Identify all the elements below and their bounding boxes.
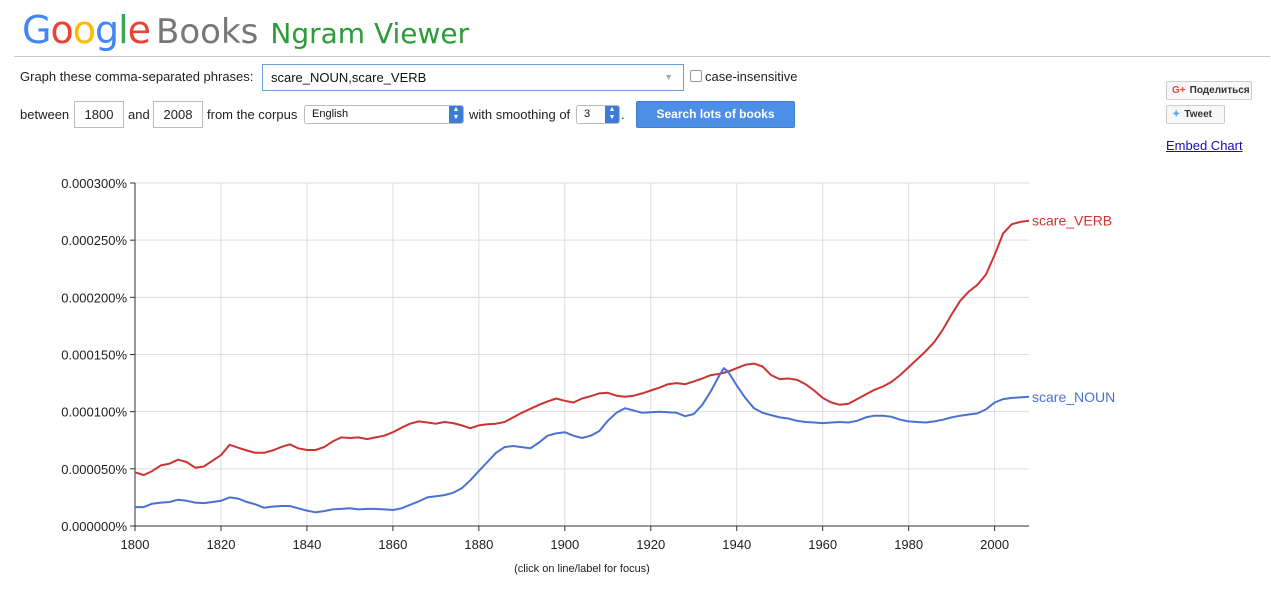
x-tick-label: 2000: [980, 537, 1009, 552]
corpus-select[interactable]: English ▲ ▼: [304, 105, 464, 124]
dropdown-arrow-icon[interactable]: ▼: [664, 72, 673, 82]
phrases-value: scare_NOUN,scare_VERB: [271, 70, 427, 85]
corpus-value: English: [312, 108, 349, 120]
header-divider: [14, 56, 1270, 57]
case-insensitive-checkbox[interactable]: [690, 70, 702, 82]
series-label-scare-verb[interactable]: scare_VERB: [1032, 213, 1112, 229]
share-gplus-label: Поделиться: [1189, 85, 1250, 96]
x-tick-label: 1800: [121, 537, 150, 552]
series-line-scare-verb[interactable]: [134, 219, 1030, 477]
and-label: and: [128, 107, 150, 122]
y-tick-label: 0.000000%: [61, 519, 127, 534]
twitter-bird-icon: ✦: [1172, 109, 1181, 120]
x-tick-label: 1860: [378, 537, 407, 552]
share-gplus-button[interactable]: G+ Поделиться: [1166, 81, 1252, 100]
chart-note: (click on line/label for focus): [514, 563, 650, 575]
google-wordmark: Google: [22, 8, 151, 52]
google-letter: g: [94, 8, 119, 52]
phrases-label: Graph these comma-separated phrases:: [20, 69, 254, 84]
chart-grid: [135, 182, 1029, 526]
corpus-spinner-icon: ▲ ▼: [449, 106, 463, 123]
y-tick-label: 0.000150%: [61, 348, 127, 363]
year-end-input[interactable]: 2008: [153, 101, 203, 128]
y-tick-label: 0.000100%: [61, 405, 127, 420]
phrases-input[interactable]: scare_NOUN,scare_VERB ▼: [262, 64, 684, 91]
google-letter: o: [50, 8, 73, 52]
y-tick-label: 0.000300%: [61, 176, 127, 191]
series-label-scare-noun[interactable]: scare_NOUN: [1032, 389, 1115, 405]
google-books-logo[interactable]: Google Books Ngram Viewer: [22, 8, 469, 52]
search-button[interactable]: Search lots of books: [636, 101, 795, 128]
chart-axes: 1800 1820 1840 1860 1880 1900 1920 1940 1960 1980…: [61, 176, 1029, 552]
x-tick-label: 1960: [808, 537, 837, 552]
case-insensitive-label[interactable]: case-insensitive: [705, 69, 798, 84]
series-line-scare-noun[interactable]: [135, 367, 1030, 514]
x-tick-label: 1920: [636, 537, 665, 552]
smoothing-value: 3: [584, 108, 591, 120]
between-label: between: [20, 107, 70, 122]
embed-chart-link[interactable]: Embed Chart: [1166, 138, 1243, 153]
period-text: .: [621, 107, 625, 122]
x-tick-label: 1940: [722, 537, 751, 552]
year-start-input[interactable]: 1800: [74, 101, 124, 128]
y-tick-label: 0.000200%: [61, 290, 127, 305]
smoothing-spinner-icon: ▲ ▼: [605, 106, 619, 123]
x-tick-label: 1840: [292, 537, 321, 552]
x-tick-label: 1980: [894, 537, 923, 552]
google-letter: e: [127, 8, 151, 52]
tweet-label: Tweet: [1184, 109, 1212, 120]
google-letter: G: [22, 8, 51, 52]
x-tick-label: 1900: [550, 537, 579, 552]
y-tick-label: 0.000250%: [61, 233, 127, 248]
chart-series[interactable]: scare_VERB scare_NOUN: [134, 213, 1115, 514]
smoothing-select[interactable]: 3 ▲ ▼: [576, 105, 620, 124]
corpus-label: from the corpus: [207, 107, 298, 122]
google-letter: o: [72, 8, 96, 52]
ngram-chart[interactable]: 1800 1820 1840 1860 1880 1900 1920 1940 1960 1980…: [0, 160, 1271, 609]
x-tick-label: 1820: [207, 537, 236, 552]
smoothing-label: with smoothing of: [469, 107, 571, 122]
ngram-viewer-title: Ngram Viewer: [270, 17, 470, 50]
x-tick-label: 1880: [464, 537, 493, 552]
tweet-button[interactable]: ✦ Tweet: [1166, 105, 1225, 124]
y-tick-label: 0.000050%: [61, 462, 127, 477]
books-wordmark: Books: [156, 12, 259, 52]
google-plus-icon: G+: [1172, 85, 1186, 96]
google-letter: l: [118, 8, 129, 52]
